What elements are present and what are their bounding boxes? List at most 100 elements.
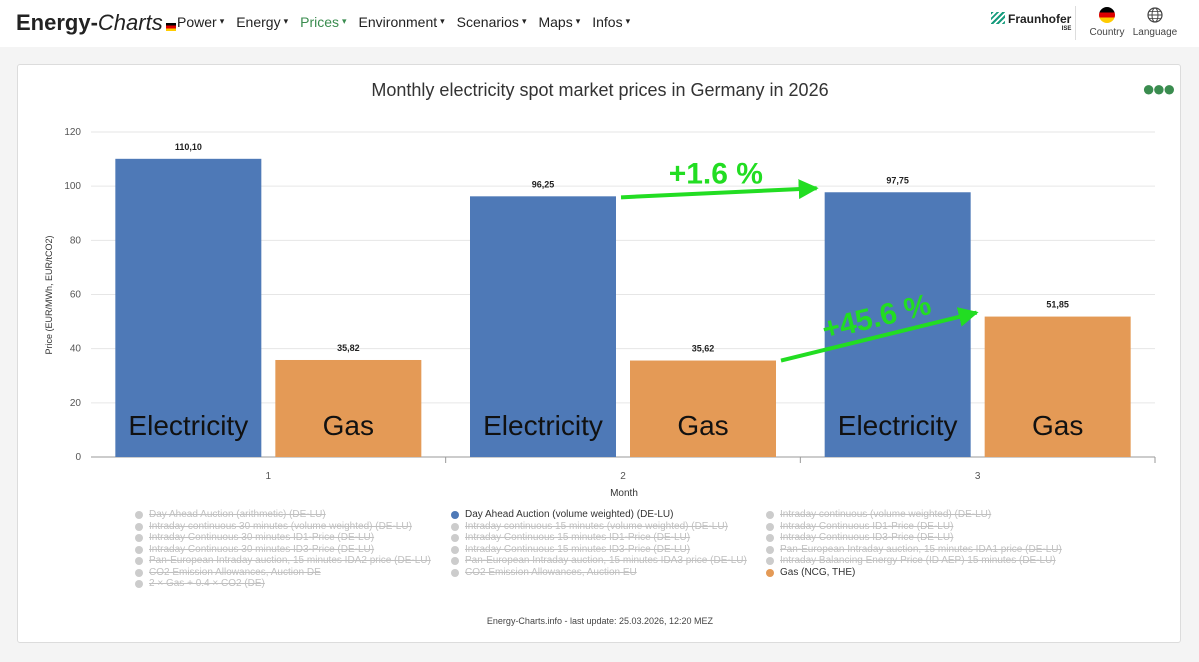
- chevron-down-icon: ▾: [575, 15, 581, 26]
- bar-chart: 0 20 40 60 80 100 120 1 2 3 110,10 35,82 96,25 35,62…: [44, 127, 1156, 499]
- legend-item[interactable]: 2 × Gas + 0.4 × CO2 (DE): [135, 578, 431, 590]
- legend-marker-icon: [451, 568, 459, 577]
- y-tick-label: 120: [64, 127, 81, 138]
- language-label: Language: [1132, 27, 1178, 38]
- legend-item[interactable]: Intraday Continuous 30 minutes ID1-Price…: [135, 532, 431, 544]
- main-menu: Power ▾ Energy ▾ Prices ▾ Environment ▾ Scenario…: [177, 14, 630, 30]
- chevron-down-icon: ▾: [219, 15, 225, 26]
- language-selector-button[interactable]: Language: [1130, 7, 1180, 38]
- logo-text-bold: Energy-: [16, 10, 98, 35]
- y-tick-label: 40: [70, 344, 82, 355]
- bar-gas-month-2: [630, 360, 776, 457]
- legend-label: Pan-European Intraday auction, 15 minute…: [780, 543, 1062, 555]
- legend-marker-icon: [766, 522, 774, 531]
- bar-gas-month-1: [275, 359, 422, 457]
- legend-label: Intraday Continuous ID3-Price (DE-LU): [780, 532, 954, 543]
- nav-label: Power: [177, 14, 217, 30]
- legend-marker-icon: [135, 522, 143, 531]
- country-selector-button[interactable]: Country: [1082, 7, 1132, 38]
- legend-label: Intraday Continuous 15 minutes ID1-Price…: [465, 532, 691, 543]
- data-label: 35,62: [692, 344, 715, 354]
- bar-annotation-electricity: Electricity: [128, 410, 248, 441]
- y-tick-label: 20: [70, 398, 82, 409]
- globe-icon: [1147, 7, 1163, 23]
- legend-item[interactable]: Intraday Continuous ID1-Price (DE-LU): [766, 521, 1062, 533]
- nav-label: Infos: [592, 14, 623, 30]
- y-tick-label: 80: [70, 235, 82, 246]
- legend-marker-icon: [766, 557, 774, 565]
- chevron-down-icon: ▾: [625, 15, 631, 26]
- legend-label: Intraday Continuous ID1-Price (DE-LU): [780, 520, 954, 532]
- legend-item[interactable]: Intraday Continuous ID3-Price (DE-LU): [766, 532, 1062, 544]
- legend-marker-icon: [766, 545, 774, 554]
- nav-label: Environment: [358, 14, 438, 30]
- gas-change-arrow: [780, 307, 979, 363]
- nav-infos[interactable]: Infos ▾: [592, 14, 630, 30]
- bar-electricity-month-2: [470, 196, 616, 457]
- legend-item[interactable]: Gas (NCG, THE): [766, 567, 1062, 579]
- legend-item[interactable]: Pan-European Intraday auction, 15 minute…: [451, 555, 747, 567]
- data-labels: 110,10 35,82 96,25 35,62 97,75 51,85: [175, 142, 1069, 354]
- y-tick-label: 0: [75, 452, 81, 463]
- legend-marker-icon: [451, 522, 459, 531]
- bars: [115, 158, 1131, 457]
- nav-label: Prices: [300, 14, 340, 30]
- x-axis-label: Month: [610, 488, 638, 499]
- legend-marker-icon: [451, 557, 459, 565]
- chevron-down-icon: ▾: [521, 15, 527, 26]
- data-label: 110,10: [175, 142, 202, 152]
- legend-item[interactable]: Day Ahead Auction (volume weighted) (DE-…: [451, 509, 747, 521]
- legend-label: Intraday Continuous 30 minutes ID1-Price…: [149, 532, 375, 543]
- legend-item[interactable]: Intraday continuous 15 minutes (volume w…: [451, 521, 747, 533]
- legend-marker-icon: [451, 511, 459, 519]
- legend-label: Intraday continuous 30 minutes (volume w…: [149, 520, 412, 532]
- bar-annotation-gas: Gas: [323, 410, 374, 441]
- legend-item[interactable]: Intraday continuous (volume weighted) (D…: [766, 509, 1062, 521]
- x-tick-label: 1: [266, 471, 272, 482]
- nav-label: Maps: [538, 14, 573, 30]
- chevron-down-icon: ▾: [440, 15, 445, 26]
- germany-flag-icon: [1099, 7, 1115, 23]
- x-tick-label: 2: [620, 471, 626, 482]
- legend-marker-icon: [135, 580, 143, 588]
- x-tick-label: 3: [975, 471, 981, 482]
- legend-label: Day Ahead Auction (arithmetic) (DE-LU): [149, 509, 326, 520]
- bar-annotation-gas: Gas: [1032, 410, 1083, 441]
- nav-maps[interactable]: Maps ▾: [538, 14, 580, 30]
- legend-marker-icon: [135, 545, 143, 554]
- legend-label: Pan-European Intraday auction, 15 minute…: [149, 555, 431, 566]
- chart-title: Monthly electricity spot market prices i…: [371, 80, 829, 100]
- legend-item[interactable]: CO2 Emission Allowances, Auction EU: [451, 567, 747, 579]
- legend-label: Intraday Continuous 30 minutes ID3-Price…: [149, 543, 375, 555]
- legend-label: Day Ahead Auction (volume weighted) (DE-…: [465, 509, 674, 520]
- electricity-change-label: +1.6 %: [669, 157, 763, 190]
- nav-scenarios[interactable]: Scenarios ▾: [457, 14, 527, 30]
- legend-item[interactable]: Pan-European Intraday auction, 15 minute…: [135, 555, 431, 567]
- fraunhofer-logo[interactable]: Fraunhofer ISE: [991, 12, 1071, 32]
- legend-item[interactable]: Intraday Continuous 30 minutes ID3-Price…: [135, 544, 431, 556]
- germany-flag-icon: [165, 23, 176, 31]
- legend-item[interactable]: Intraday Continuous 15 minutes ID3-Price…: [451, 544, 747, 556]
- legend-item[interactable]: Intraday Balancing Energy Price (ID AEP)…: [766, 555, 1062, 567]
- chart-options-menu-icon[interactable]: ●●●: [1142, 76, 1176, 101]
- legend-column-3: Intraday continuous (volume weighted) (D…: [766, 509, 1062, 578]
- nav-prices[interactable]: Prices ▾: [300, 14, 346, 30]
- fraunhofer-mark-icon: [991, 12, 1005, 24]
- bar-annotation-electricity: Electricity: [483, 410, 603, 441]
- nav-power[interactable]: Power ▾: [177, 14, 224, 30]
- legend-item[interactable]: Intraday continuous 30 minutes (volume w…: [135, 521, 431, 533]
- energy-charts-logo[interactable]: Energy-Charts: [16, 10, 176, 36]
- legend-item[interactable]: CO2 Emission Allowances, Auction DE: [135, 567, 431, 579]
- electricity-change-arrow: [620, 179, 819, 200]
- legend-item[interactable]: Pan-European Intraday auction, 15 minute…: [766, 544, 1062, 556]
- nav-energy[interactable]: Energy ▾: [236, 14, 288, 30]
- legend-marker-icon: [451, 545, 459, 554]
- legend-item[interactable]: Day Ahead Auction (arithmetic) (DE-LU): [135, 509, 431, 521]
- legend-label: CO2 Emission Allowances, Auction DE: [149, 566, 321, 578]
- legend-label: Intraday continuous (volume weighted) (D…: [780, 509, 992, 520]
- nav-environment[interactable]: Environment ▾: [359, 14, 445, 30]
- legend-item[interactable]: Intraday Continuous 15 minutes ID1-Price…: [451, 532, 747, 544]
- legend-marker-icon: [135, 568, 143, 577]
- data-label: 51,85: [1046, 300, 1069, 310]
- legend-label: Intraday continuous 15 minutes (volume w…: [465, 520, 728, 532]
